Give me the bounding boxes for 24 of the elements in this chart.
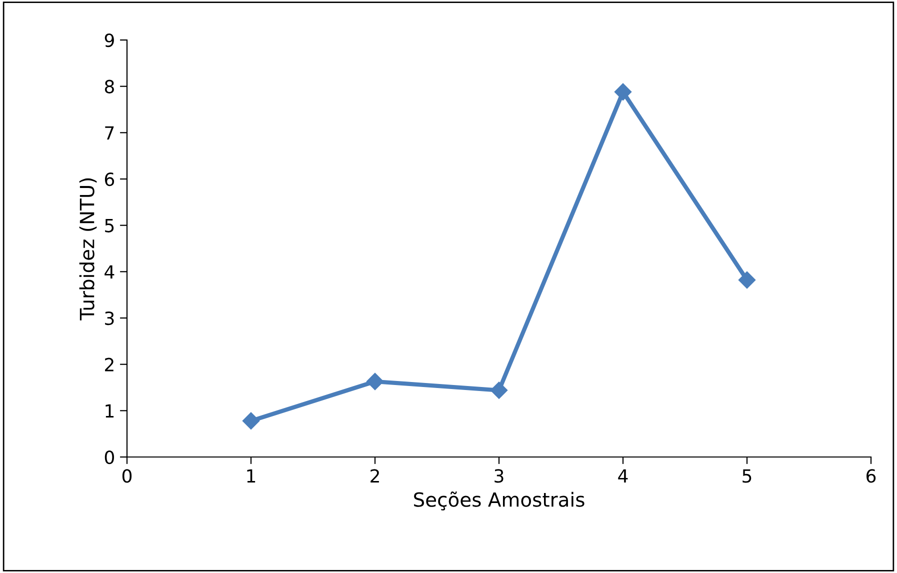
x-tick-label: 2 <box>370 469 379 483</box>
point <box>738 271 756 289</box>
x-tick-label: 4 <box>618 469 628 483</box>
y-tick-label: 3 <box>105 311 114 326</box>
y-tick-label: 0 <box>104 450 114 464</box>
y-tick-label: 9 <box>104 33 114 48</box>
y-tick-label: 2 <box>105 358 114 372</box>
x-tick-label: 3 <box>494 469 504 483</box>
x-tick-label: 6 <box>866 469 876 483</box>
point <box>490 382 508 399</box>
point <box>614 83 632 100</box>
y-tick-label: 4 <box>104 265 114 279</box>
x-tick-label: 0 <box>122 469 132 483</box>
point <box>366 372 384 390</box>
x-tick-label: 1 <box>247 469 256 483</box>
y-tick-label: 6 <box>104 172 114 186</box>
x-tick-label: 5 <box>742 469 752 483</box>
x-axis-title: Seções Amostrais <box>414 492 584 510</box>
y-tick-label: 5 <box>105 219 114 232</box>
y-tick-label: 7 <box>105 126 114 140</box>
y-axis-title: Turbidez (NTU) <box>79 178 97 320</box>
y-tick-label: 1 <box>106 404 114 418</box>
y-tick-label: 8 <box>104 80 114 94</box>
point <box>242 412 260 430</box>
